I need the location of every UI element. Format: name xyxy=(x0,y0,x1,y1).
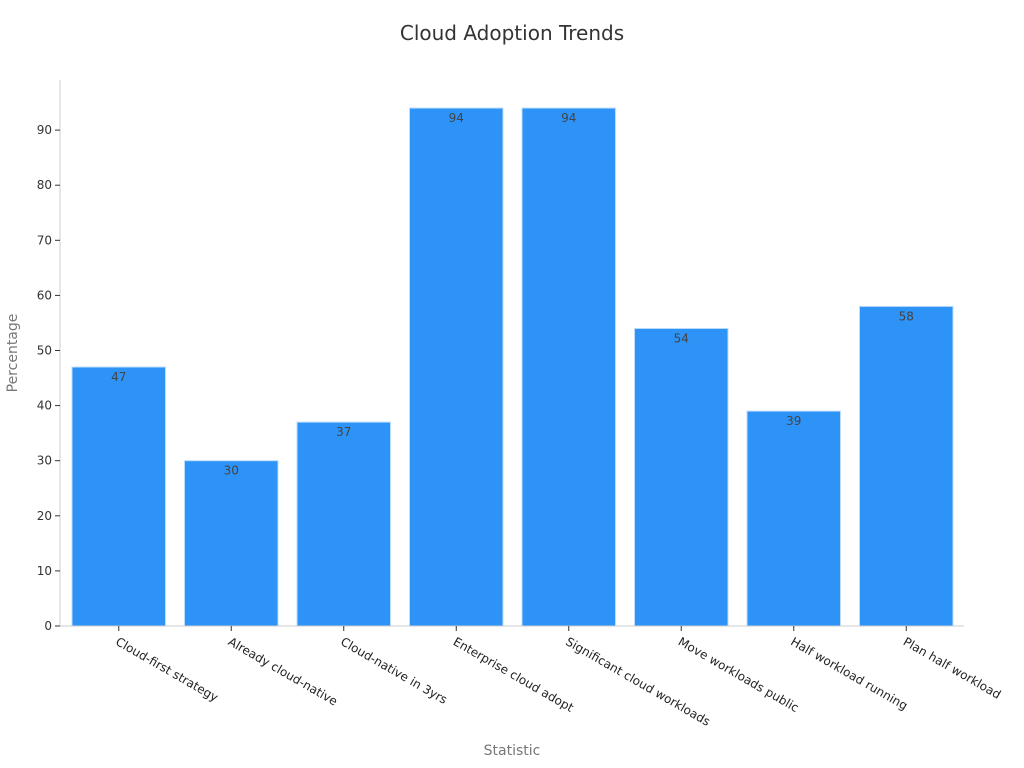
bar-0 xyxy=(71,366,166,627)
y-tick-label-0: 0 xyxy=(44,619,52,633)
y-tick-label-2: 20 xyxy=(37,509,52,523)
chart-title: Cloud Adoption Trends xyxy=(400,21,624,45)
y-tick-label-3: 30 xyxy=(37,454,52,468)
x-tick-label-3: Enterprise cloud adopt xyxy=(451,634,576,715)
data-label-2: 37 xyxy=(336,425,351,439)
data-label-7: 58 xyxy=(899,309,914,323)
bar-4 xyxy=(521,107,616,627)
y-tick-label-6: 60 xyxy=(37,288,52,302)
x-tick-label-2: Cloud-native in 3yrs xyxy=(338,634,449,706)
y-tick-label-9: 90 xyxy=(37,123,52,137)
bar-6 xyxy=(746,410,841,627)
data-label-0: 47 xyxy=(111,370,126,384)
data-label-1: 30 xyxy=(224,464,239,478)
data-label-6: 39 xyxy=(786,414,801,428)
y-tick-label-8: 80 xyxy=(37,178,52,192)
y-tick-label-7: 70 xyxy=(37,233,52,247)
x-axis-title: Statistic xyxy=(484,743,541,759)
data-label-5: 54 xyxy=(674,331,689,345)
x-tick-label-7: Plan half workload xyxy=(901,634,1004,701)
y-axis: 0 10 20 30 40 50 60 70 80 90 xyxy=(37,80,61,633)
y-tick-label-5: 50 xyxy=(37,344,52,358)
x-tick-label-1: Already cloud-native xyxy=(226,634,340,708)
bar-3 xyxy=(409,107,504,627)
data-labels-group: 47 30 37 94 94 54 39 58 xyxy=(111,111,914,478)
y-axis-title: Percentage xyxy=(5,314,21,393)
bars-group xyxy=(71,107,954,627)
bar-5 xyxy=(634,327,729,627)
bar-2 xyxy=(296,421,391,627)
data-label-3: 94 xyxy=(449,111,464,125)
x-tick-label-0: Cloud-first strategy xyxy=(113,634,220,704)
bar-7 xyxy=(859,305,954,627)
y-tick-label-1: 10 xyxy=(37,564,52,578)
x-tick-label-6: Half workload running xyxy=(788,634,910,712)
x-tick-label-5: Move workloads public xyxy=(676,634,802,715)
bar-1 xyxy=(184,460,279,627)
x-axis: Cloud-first strategy Already cloud-native… xyxy=(60,625,1004,729)
data-label-4: 94 xyxy=(561,111,576,125)
y-tick-label-4: 40 xyxy=(37,399,52,413)
